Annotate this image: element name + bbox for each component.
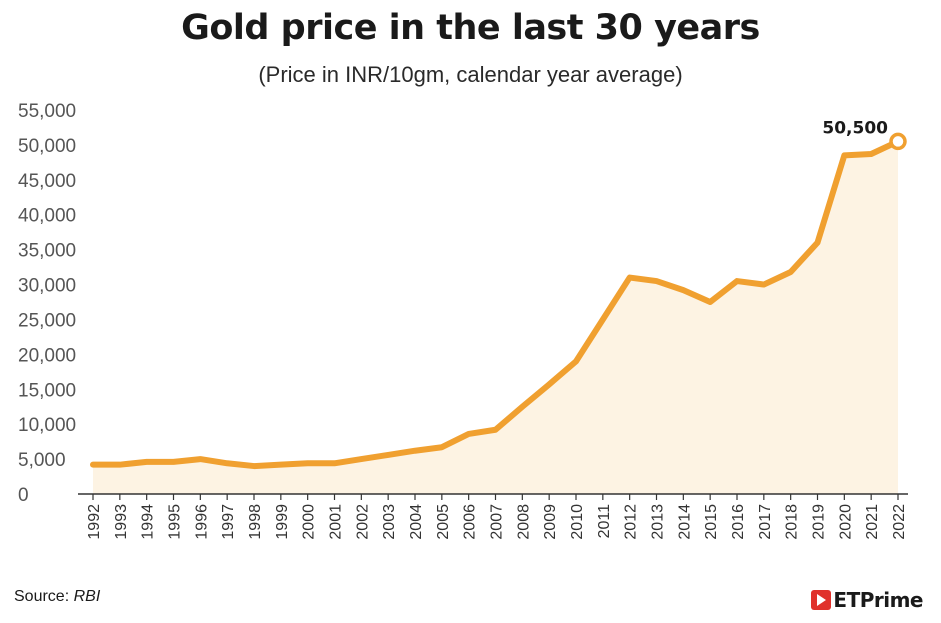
price-area-fill	[93, 141, 898, 494]
x-tick-label: 2010	[569, 504, 586, 540]
data-point	[278, 462, 284, 468]
data-point	[385, 452, 391, 458]
y-tick-label: 25,000	[18, 310, 76, 331]
x-tick-label: 2003	[381, 504, 398, 540]
data-point	[546, 381, 552, 387]
x-tick-label: 2011	[596, 504, 613, 539]
data-point	[654, 278, 659, 284]
x-tick-label: 1995	[167, 504, 184, 540]
x-tick-label: 2008	[515, 504, 532, 540]
data-point	[627, 275, 633, 281]
x-tick-label: 2013	[650, 504, 667, 540]
data-point	[332, 460, 337, 466]
x-tick-label: 2005	[435, 504, 452, 540]
x-tick-label: 2001	[328, 504, 345, 540]
source-label: Source:	[14, 588, 70, 605]
x-tick-label: 2004	[408, 504, 425, 540]
x-tick-label: 2019	[811, 504, 828, 540]
data-point	[144, 459, 150, 465]
chart-title: Gold price in the last 30 years	[181, 8, 760, 48]
x-tick-label: 1997	[220, 504, 237, 540]
y-tick-label: 5,000	[18, 450, 66, 471]
x-tick-label: 2018	[784, 504, 801, 540]
y-tick-label: 50,000	[18, 136, 76, 157]
y-tick-label: 35,000	[18, 241, 76, 262]
data-point	[788, 269, 794, 275]
y-tick-label: 0	[18, 485, 29, 506]
data-point	[171, 459, 176, 465]
y-tick-label: 10,000	[18, 415, 76, 436]
y-tick-label: 55,000	[18, 101, 76, 122]
data-point	[305, 460, 311, 466]
annotations: 50,500	[90, 118, 907, 469]
data-label-latest: 50,500	[822, 118, 888, 138]
x-tick-label: 2017	[757, 504, 774, 540]
data-point	[197, 456, 203, 462]
x-tick-label: 1996	[193, 504, 210, 540]
y-tick-label: 30,000	[18, 276, 76, 297]
x-tick-label: 2006	[462, 504, 479, 540]
x-tick-label: 1993	[113, 504, 130, 540]
data-point	[519, 404, 525, 410]
x-tick-label: 2022	[891, 504, 908, 540]
x-tick-label: 2007	[489, 504, 506, 540]
x-tick-label: 2014	[676, 504, 693, 540]
y-tick-label: 15,000	[18, 380, 76, 401]
data-point	[734, 278, 740, 284]
data-point	[707, 299, 713, 305]
data-point	[841, 152, 847, 158]
data-point	[90, 462, 96, 468]
brand-logo: ETPrime	[811, 588, 923, 612]
y-axis: 0 5,000 10,000 15,000 20,000 25,000 30,000 35,0…	[18, 101, 76, 506]
x-tick-label: 2015	[703, 504, 720, 540]
data-point	[439, 444, 445, 450]
data-point	[224, 460, 230, 466]
y-tick-label: 45,000	[18, 171, 76, 192]
data-point	[493, 427, 498, 433]
x-tick-label: 1992	[86, 504, 103, 540]
source-note: Source: RBI	[14, 588, 100, 606]
x-tick-label: 2002	[354, 504, 371, 540]
chart-subtitle: (Price in INR/10gm, calendar year averag…	[258, 62, 683, 87]
latest-point-marker	[889, 132, 907, 151]
y-tick-label: 40,000	[18, 206, 76, 227]
x-tick-label: 2000	[301, 504, 318, 540]
x-tick-label: 1999	[274, 504, 291, 540]
source-name: RBI	[73, 588, 101, 605]
x-tick-label: 2009	[542, 504, 559, 540]
data-point	[761, 282, 767, 288]
play-icon	[811, 590, 832, 610]
data-point	[412, 448, 418, 454]
data-point	[358, 456, 364, 462]
brand-name: ETPrime	[833, 588, 923, 612]
data-point	[466, 431, 472, 437]
data-point	[815, 240, 820, 246]
data-point	[117, 462, 123, 468]
data-point	[251, 463, 257, 469]
x-tick-label: 1998	[247, 504, 264, 540]
x-tick-label: 1994	[140, 504, 157, 540]
x-tick-label: 2020	[837, 504, 854, 540]
data-point	[600, 316, 606, 322]
x-tick-label: 2016	[730, 504, 747, 540]
x-tick-label: 2021	[864, 504, 881, 540]
x-axis: 1992 1993 1994 1995 1996 1997 1998 1999 2000 2001…	[86, 494, 908, 540]
y-tick-label: 20,000	[18, 345, 76, 366]
data-point	[868, 151, 874, 157]
data-point	[573, 358, 579, 364]
data-point	[680, 287, 686, 293]
x-tick-label: 2012	[623, 504, 640, 540]
